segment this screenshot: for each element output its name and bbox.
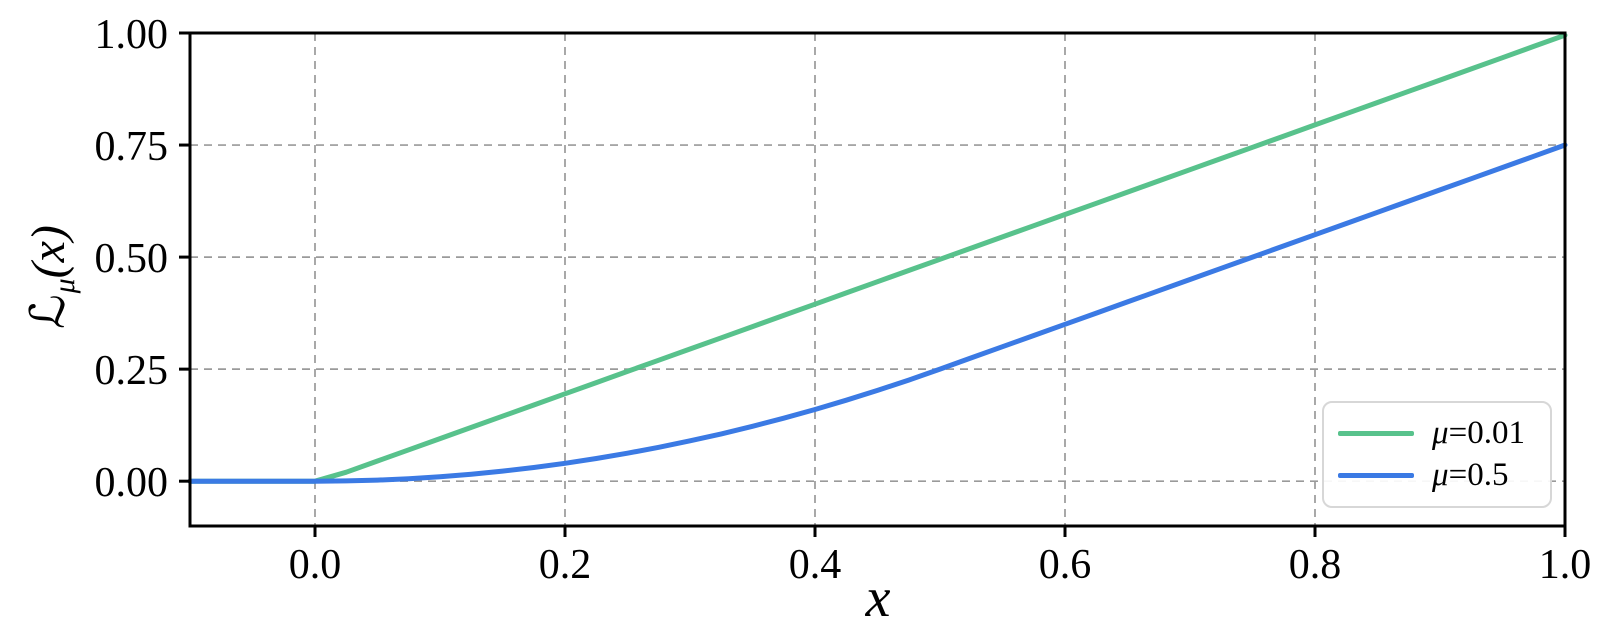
ylabel-argument: (x) bbox=[22, 225, 75, 279]
y-tick-label: 1.00 bbox=[95, 12, 169, 58]
x-tick-label: 1.0 bbox=[1539, 542, 1592, 588]
legend-label: μ=0.01 bbox=[1432, 414, 1525, 451]
y-tick-label: 0.00 bbox=[95, 460, 169, 506]
ylabel-subscript-mu: μ bbox=[48, 278, 82, 294]
ylabel-script-L: ℒ bbox=[20, 294, 76, 329]
x-tick-label: 0.2 bbox=[539, 542, 592, 588]
y-tick-label: 0.75 bbox=[95, 124, 169, 170]
legend-line-sample-green bbox=[1338, 430, 1414, 436]
legend-entry: μ=0.5 bbox=[1338, 459, 1536, 492]
series-line-0 bbox=[187, 32, 1568, 484]
y-tick-label: 0.50 bbox=[95, 236, 169, 282]
y-tick-label: 0.25 bbox=[95, 348, 169, 394]
x-tick-label: 0.6 bbox=[1039, 542, 1092, 588]
x-tick-label: 0.8 bbox=[1289, 542, 1342, 588]
legend: μ=0.01 μ=0.5 bbox=[1322, 401, 1552, 508]
legend-line-sample-blue bbox=[1338, 473, 1414, 479]
y-axis-label: ℒμ(x) bbox=[18, 147, 82, 407]
series-line-1 bbox=[187, 142, 1568, 484]
legend-entry: μ=0.01 bbox=[1338, 414, 1536, 451]
x-tick-label: 0.0 bbox=[289, 542, 342, 588]
mu-symbol: μ bbox=[1432, 414, 1449, 451]
x-axis-label: x bbox=[865, 567, 891, 629]
x-tick-label: 0.4 bbox=[789, 542, 842, 588]
mu-symbol: μ bbox=[1432, 457, 1449, 494]
axes-frame bbox=[188, 31, 1567, 528]
legend-label: μ=0.5 bbox=[1432, 457, 1509, 494]
